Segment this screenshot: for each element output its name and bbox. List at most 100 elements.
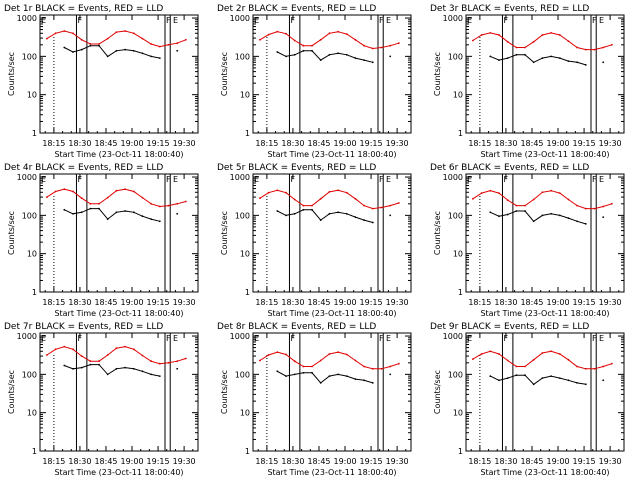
events-point (363, 219, 365, 222)
x-tick-label: 18:30 (281, 457, 304, 466)
series-line-events (490, 55, 603, 65)
plot-frame (39, 173, 199, 293)
flag-f-label: F (290, 16, 295, 25)
lld-point (141, 196, 144, 199)
lld-point (167, 43, 170, 46)
lld-point (345, 33, 348, 35)
x-axis-label: Start Time (23-Oct-11 18:00:40) (267, 468, 396, 477)
flag-f-label: F (290, 175, 295, 184)
events-point (558, 214, 561, 217)
y-axis-label: Counts/sec (7, 211, 16, 255)
lld-point (89, 43, 92, 45)
events-point (584, 223, 587, 225)
flag-f-label: F (379, 334, 384, 343)
x-tick-label: 18:45 (94, 457, 117, 466)
events-point (541, 214, 544, 217)
lld-point (167, 361, 170, 364)
events-point (337, 52, 339, 55)
y-tick-label: 1 (245, 447, 250, 456)
flag-e-label: E (173, 334, 178, 343)
y-tick-label: 1000 (443, 332, 463, 341)
lld-point (576, 46, 578, 49)
plot-frame (252, 332, 412, 452)
events-point (584, 383, 587, 386)
lld-point (480, 34, 483, 36)
events-point (63, 364, 66, 367)
lld-point (328, 32, 331, 35)
x-tick-label: 18:45 (94, 139, 117, 148)
x-tick-label: 18:45 (307, 298, 330, 307)
x-tick-label: 19:30 (173, 457, 196, 466)
flag-f-label: F (503, 334, 508, 343)
x-tick-label: 19:30 (599, 139, 622, 148)
events-point (72, 367, 74, 370)
lld-point (354, 197, 357, 200)
events-point (337, 211, 339, 214)
lld-point (124, 188, 126, 191)
flag-e-label: E (41, 334, 46, 343)
y-tick-label: 10 (240, 91, 250, 100)
det-panel-4: Det 4r BLACK = Events, RED = LLD 1 10 100 10… (4, 163, 199, 318)
lld-point (550, 189, 552, 192)
events-point (328, 375, 331, 377)
series-line-events (490, 375, 603, 384)
lld-point (115, 31, 118, 33)
lld-point (89, 360, 92, 363)
plot-frame (465, 332, 625, 452)
y-tick-label: 10 (27, 250, 37, 259)
x-tick-label: 18:45 (520, 298, 543, 307)
lld-point (363, 365, 365, 368)
y-axis-label: Counts/sec (433, 370, 442, 414)
events-point (498, 379, 500, 382)
events-point (515, 374, 518, 377)
y-tick-label: 1 (32, 129, 37, 138)
events-point (293, 373, 296, 376)
y-axis-label: Counts/sec (220, 370, 229, 414)
x-tick-label: 18:45 (307, 457, 330, 466)
y-tick-label: 1 (245, 288, 250, 297)
lld-point (132, 348, 135, 351)
lld-point (285, 353, 287, 356)
lld-point (98, 360, 100, 363)
events-point (63, 46, 66, 49)
y-tick-label: 1 (245, 129, 250, 138)
flag-f-label: F (503, 175, 508, 184)
y-tick-label: 1000 (443, 173, 463, 182)
events-point (515, 210, 518, 212)
lld-point (354, 38, 357, 41)
lld-point (63, 188, 66, 191)
lld-point (98, 202, 100, 205)
lld-point (345, 353, 348, 356)
panel-title: Det 1r BLACK = Events, RED = LLD (4, 4, 163, 14)
panel-title: Det 7r BLACK = Events, RED = LLD (4, 322, 163, 332)
events-point (489, 375, 492, 377)
y-tick-label: 1 (32, 447, 37, 456)
y-tick-label: 100 (448, 211, 463, 220)
events-point (285, 55, 287, 58)
lld-point (541, 191, 544, 194)
events-point (550, 55, 552, 58)
lld-point (506, 199, 509, 202)
lld-point (176, 360, 179, 363)
lld-point (158, 205, 161, 208)
events-point (602, 61, 605, 64)
events-point (337, 373, 339, 376)
lld-point (328, 191, 331, 193)
panel-title: Det 8r BLACK = Events, RED = LLD (217, 322, 376, 332)
lld-point (498, 34, 500, 36)
x-tick-label: 19:00 (546, 298, 569, 307)
det-panel-1: Det 1r BLACK = Events, RED = LLD 1 10 100 10… (4, 4, 199, 159)
x-tick-label: 18:45 (94, 298, 117, 307)
lld-point (276, 351, 279, 353)
lld-point (132, 32, 135, 35)
plot-frame (252, 14, 412, 134)
lld-point (285, 191, 287, 194)
lld-point (311, 365, 313, 368)
lld-point (593, 367, 596, 370)
events-point (150, 218, 153, 221)
lld-point (389, 204, 392, 207)
events-point (319, 382, 322, 384)
events-point (98, 363, 100, 366)
lld-point (98, 43, 100, 45)
x-tick-label: 19:00 (546, 139, 569, 148)
